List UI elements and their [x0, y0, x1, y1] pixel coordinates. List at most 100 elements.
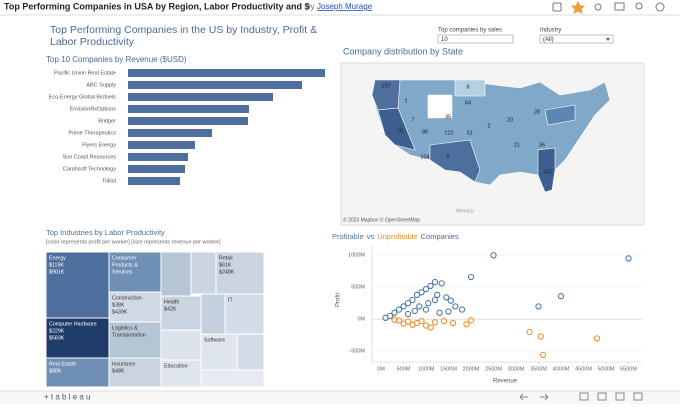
icon-button[interactable]: [552, 2, 562, 12]
filter-input[interactable]: [437, 34, 514, 44]
bar-label: ABC Supply: [86, 82, 116, 88]
state-region: [454, 79, 486, 97]
filter-value: 10: [441, 37, 448, 43]
bar-label: EnvisionRxOptions: [70, 106, 117, 112]
scatter-point: [427, 324, 434, 331]
state-count: 6: [466, 84, 469, 90]
scatter-point: [409, 321, 416, 329]
bar: [128, 81, 302, 89]
scatter-point: [418, 289, 425, 296]
settings-icon[interactable]: [655, 2, 665, 12]
filter-label: Industry: [540, 28, 561, 34]
fullscreen-icon[interactable]: [633, 392, 643, 401]
scatter-point: [445, 308, 452, 315]
filter-dropdown[interactable]: [539, 34, 614, 44]
scatter-point: [625, 255, 632, 262]
treemap-cell: [200, 333, 238, 371]
title-part: Companies: [421, 232, 459, 241]
treemap-cell: [108, 251, 162, 293]
treemap-label: $48K: [112, 368, 125, 374]
scatter-point: [467, 273, 475, 281]
scatter-point: [400, 320, 407, 327]
bar-label: Prime Therapeutics: [68, 130, 116, 136]
state-count: 31: [398, 128, 404, 134]
state-count: 307: [543, 169, 552, 175]
bar: [128, 153, 188, 161]
scatter-point: [452, 303, 459, 310]
x-tick-label: 1500M: [440, 366, 457, 372]
undo-icon[interactable]: [519, 393, 528, 401]
download-icon[interactable]: [597, 392, 607, 401]
state-count: 2: [487, 123, 490, 129]
x-axis-title: Revenue: [493, 379, 518, 385]
scatter-point: [436, 309, 443, 316]
user-icon[interactable]: [635, 2, 643, 10]
treemap-cell: [160, 359, 202, 388]
x-tick-label: 4000M: [553, 366, 570, 372]
state-count: 36: [539, 142, 545, 148]
treemap-cell: [45, 357, 110, 388]
treemap-label: Consumer: [112, 255, 137, 261]
bar: [128, 93, 273, 101]
state-region: [427, 94, 453, 119]
scatter-point: [434, 291, 441, 299]
comment-icon[interactable]: [614, 2, 625, 11]
chart-title: Top Industries by Labor Productivity: [46, 228, 165, 237]
chart-title: Top 10 Companies by Revenue ($USD): [46, 55, 187, 64]
state-count: 104: [420, 154, 429, 160]
treemap-cell: [224, 293, 265, 335]
treemap-cell: [160, 251, 192, 297]
redo-icon[interactable]: [540, 393, 549, 401]
treemap-label: Software: [204, 337, 225, 343]
treemap-label: Construction: [112, 295, 142, 301]
scatter-point: [449, 319, 457, 327]
share-icon[interactable]: [594, 3, 602, 11]
bar-label: Carahsoft Technology: [63, 166, 116, 172]
dashboard-title: Top Performing Companies in the US by In…: [50, 24, 318, 48]
scatter-point: [404, 300, 412, 307]
treemap-cell: [160, 329, 202, 361]
state-count: 86: [422, 129, 428, 135]
bar: [128, 129, 212, 137]
favorite-icon[interactable]: [570, 0, 586, 14]
x-tick-label: 3000M: [508, 366, 525, 372]
x-tick-label: 4500M: [575, 366, 592, 372]
state-count: 7: [411, 117, 414, 123]
filter-value: (All): [543, 37, 554, 43]
state-count: 6: [446, 154, 449, 160]
bar-label: Sun Coast Resources: [63, 154, 117, 160]
state-region: [377, 107, 416, 151]
treemap-label: $229K: [49, 328, 65, 334]
treemap-cell: [45, 317, 110, 359]
scatter-point: [411, 307, 418, 315]
scatter-point: [416, 303, 423, 310]
footer-icons: [519, 392, 643, 401]
treemap-label: Insurance: [112, 361, 135, 367]
scatter-point: [413, 291, 421, 299]
treemap-cell: [108, 291, 162, 323]
bar-label: Pacific Union Real Estate: [54, 70, 116, 76]
scatter-point: [458, 306, 466, 313]
treemap-label: Products &: [112, 262, 138, 268]
state-count: 122: [444, 130, 453, 136]
top-bar: [0, 0, 680, 15]
x-tick-label: 2000M: [463, 366, 480, 372]
state-count: 51: [467, 130, 473, 136]
bar-label: Eco-Energy Global Biofuels: [49, 94, 117, 100]
state-count: 20: [507, 117, 513, 123]
scatter-point: [395, 306, 403, 313]
author-link[interactable]: Joseph Murage: [317, 2, 373, 11]
state-region: [544, 104, 576, 126]
revert-icon[interactable]: [579, 392, 589, 401]
treemap-cell: [108, 321, 162, 359]
bar-label: Flyers Energy: [82, 142, 116, 148]
tableau-logo[interactable]: + t a b l e a u: [44, 393, 90, 402]
title-part: vs: [367, 232, 375, 241]
treemap-cell: [200, 293, 226, 335]
scatter-point: [404, 310, 412, 318]
share-icon[interactable]: [615, 392, 625, 401]
map-attribution: © 2023 Mapbox © OpenStreetMap: [343, 216, 420, 223]
y-axis-title: Profit: [336, 293, 342, 307]
treemap-label: $88K: [49, 368, 62, 374]
